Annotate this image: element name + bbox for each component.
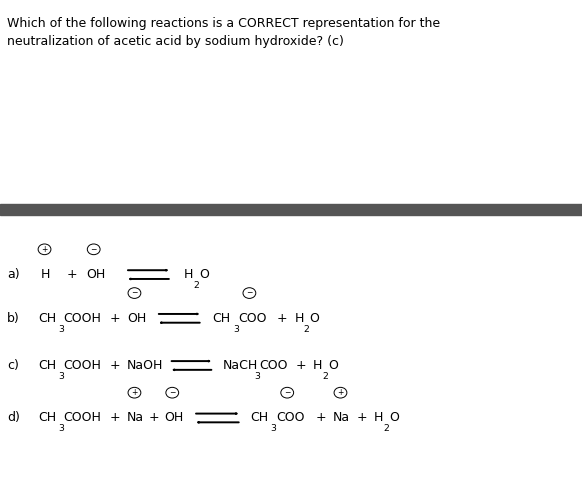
Text: H: H (313, 359, 322, 372)
Text: +: + (277, 312, 288, 325)
Bar (0, 204, 582, 215)
Text: COOH: COOH (63, 412, 101, 424)
Text: d): d) (7, 412, 20, 424)
Text: H: H (294, 312, 304, 325)
Text: −: − (246, 289, 253, 297)
Text: Na: Na (333, 412, 350, 424)
Text: 2: 2 (322, 372, 328, 381)
Text: +: + (109, 412, 120, 424)
Text: 3: 3 (58, 325, 64, 333)
Text: b): b) (7, 312, 20, 325)
Text: O: O (310, 312, 320, 325)
Text: +: + (67, 268, 77, 281)
Text: +: + (357, 412, 367, 424)
Text: CH: CH (38, 312, 56, 325)
Text: CH: CH (38, 412, 56, 424)
Text: H: H (41, 268, 50, 281)
Text: COO: COO (276, 412, 304, 424)
Text: COO: COO (260, 359, 288, 372)
Text: NaOH: NaOH (127, 359, 163, 372)
Text: a): a) (7, 268, 20, 281)
Text: CH: CH (38, 359, 56, 372)
Text: O: O (389, 412, 399, 424)
Text: CH: CH (212, 312, 230, 325)
Text: neutralization of acetic acid by sodium hydroxide? (c): neutralization of acetic acid by sodium … (7, 35, 344, 49)
Text: 2: 2 (304, 325, 310, 333)
Text: +: + (148, 412, 159, 424)
Text: COOH: COOH (63, 312, 101, 325)
Text: +: + (41, 245, 48, 254)
Text: 3: 3 (233, 325, 239, 333)
Text: OH: OH (86, 268, 105, 281)
Text: +: + (109, 312, 120, 325)
Text: +: + (109, 359, 120, 372)
Text: 2: 2 (193, 281, 199, 290)
Text: COO: COO (238, 312, 267, 325)
Text: 3: 3 (58, 424, 64, 433)
Text: CH: CH (250, 412, 268, 424)
Text: −: − (132, 289, 137, 297)
Text: O: O (328, 359, 338, 372)
Text: NaCH: NaCH (223, 359, 258, 372)
Text: OH: OH (127, 312, 146, 325)
Text: +: + (316, 412, 327, 424)
Text: H: H (374, 412, 383, 424)
Text: 3: 3 (58, 372, 64, 381)
Text: −: − (91, 245, 97, 254)
Text: O: O (199, 268, 209, 281)
Text: c): c) (7, 359, 19, 372)
Text: Na: Na (127, 412, 144, 424)
Text: OH: OH (165, 412, 184, 424)
Text: H: H (184, 268, 193, 281)
Text: +: + (338, 388, 343, 397)
Text: +: + (132, 388, 137, 397)
Text: −: − (169, 388, 175, 397)
Text: 3: 3 (254, 372, 260, 381)
Text: 3: 3 (271, 424, 276, 433)
Text: +: + (296, 359, 306, 372)
Text: 2: 2 (383, 424, 389, 433)
Text: −: − (284, 388, 290, 397)
Text: Which of the following reactions is a CORRECT representation for the: Which of the following reactions is a CO… (7, 17, 440, 30)
Text: COOH: COOH (63, 359, 101, 372)
